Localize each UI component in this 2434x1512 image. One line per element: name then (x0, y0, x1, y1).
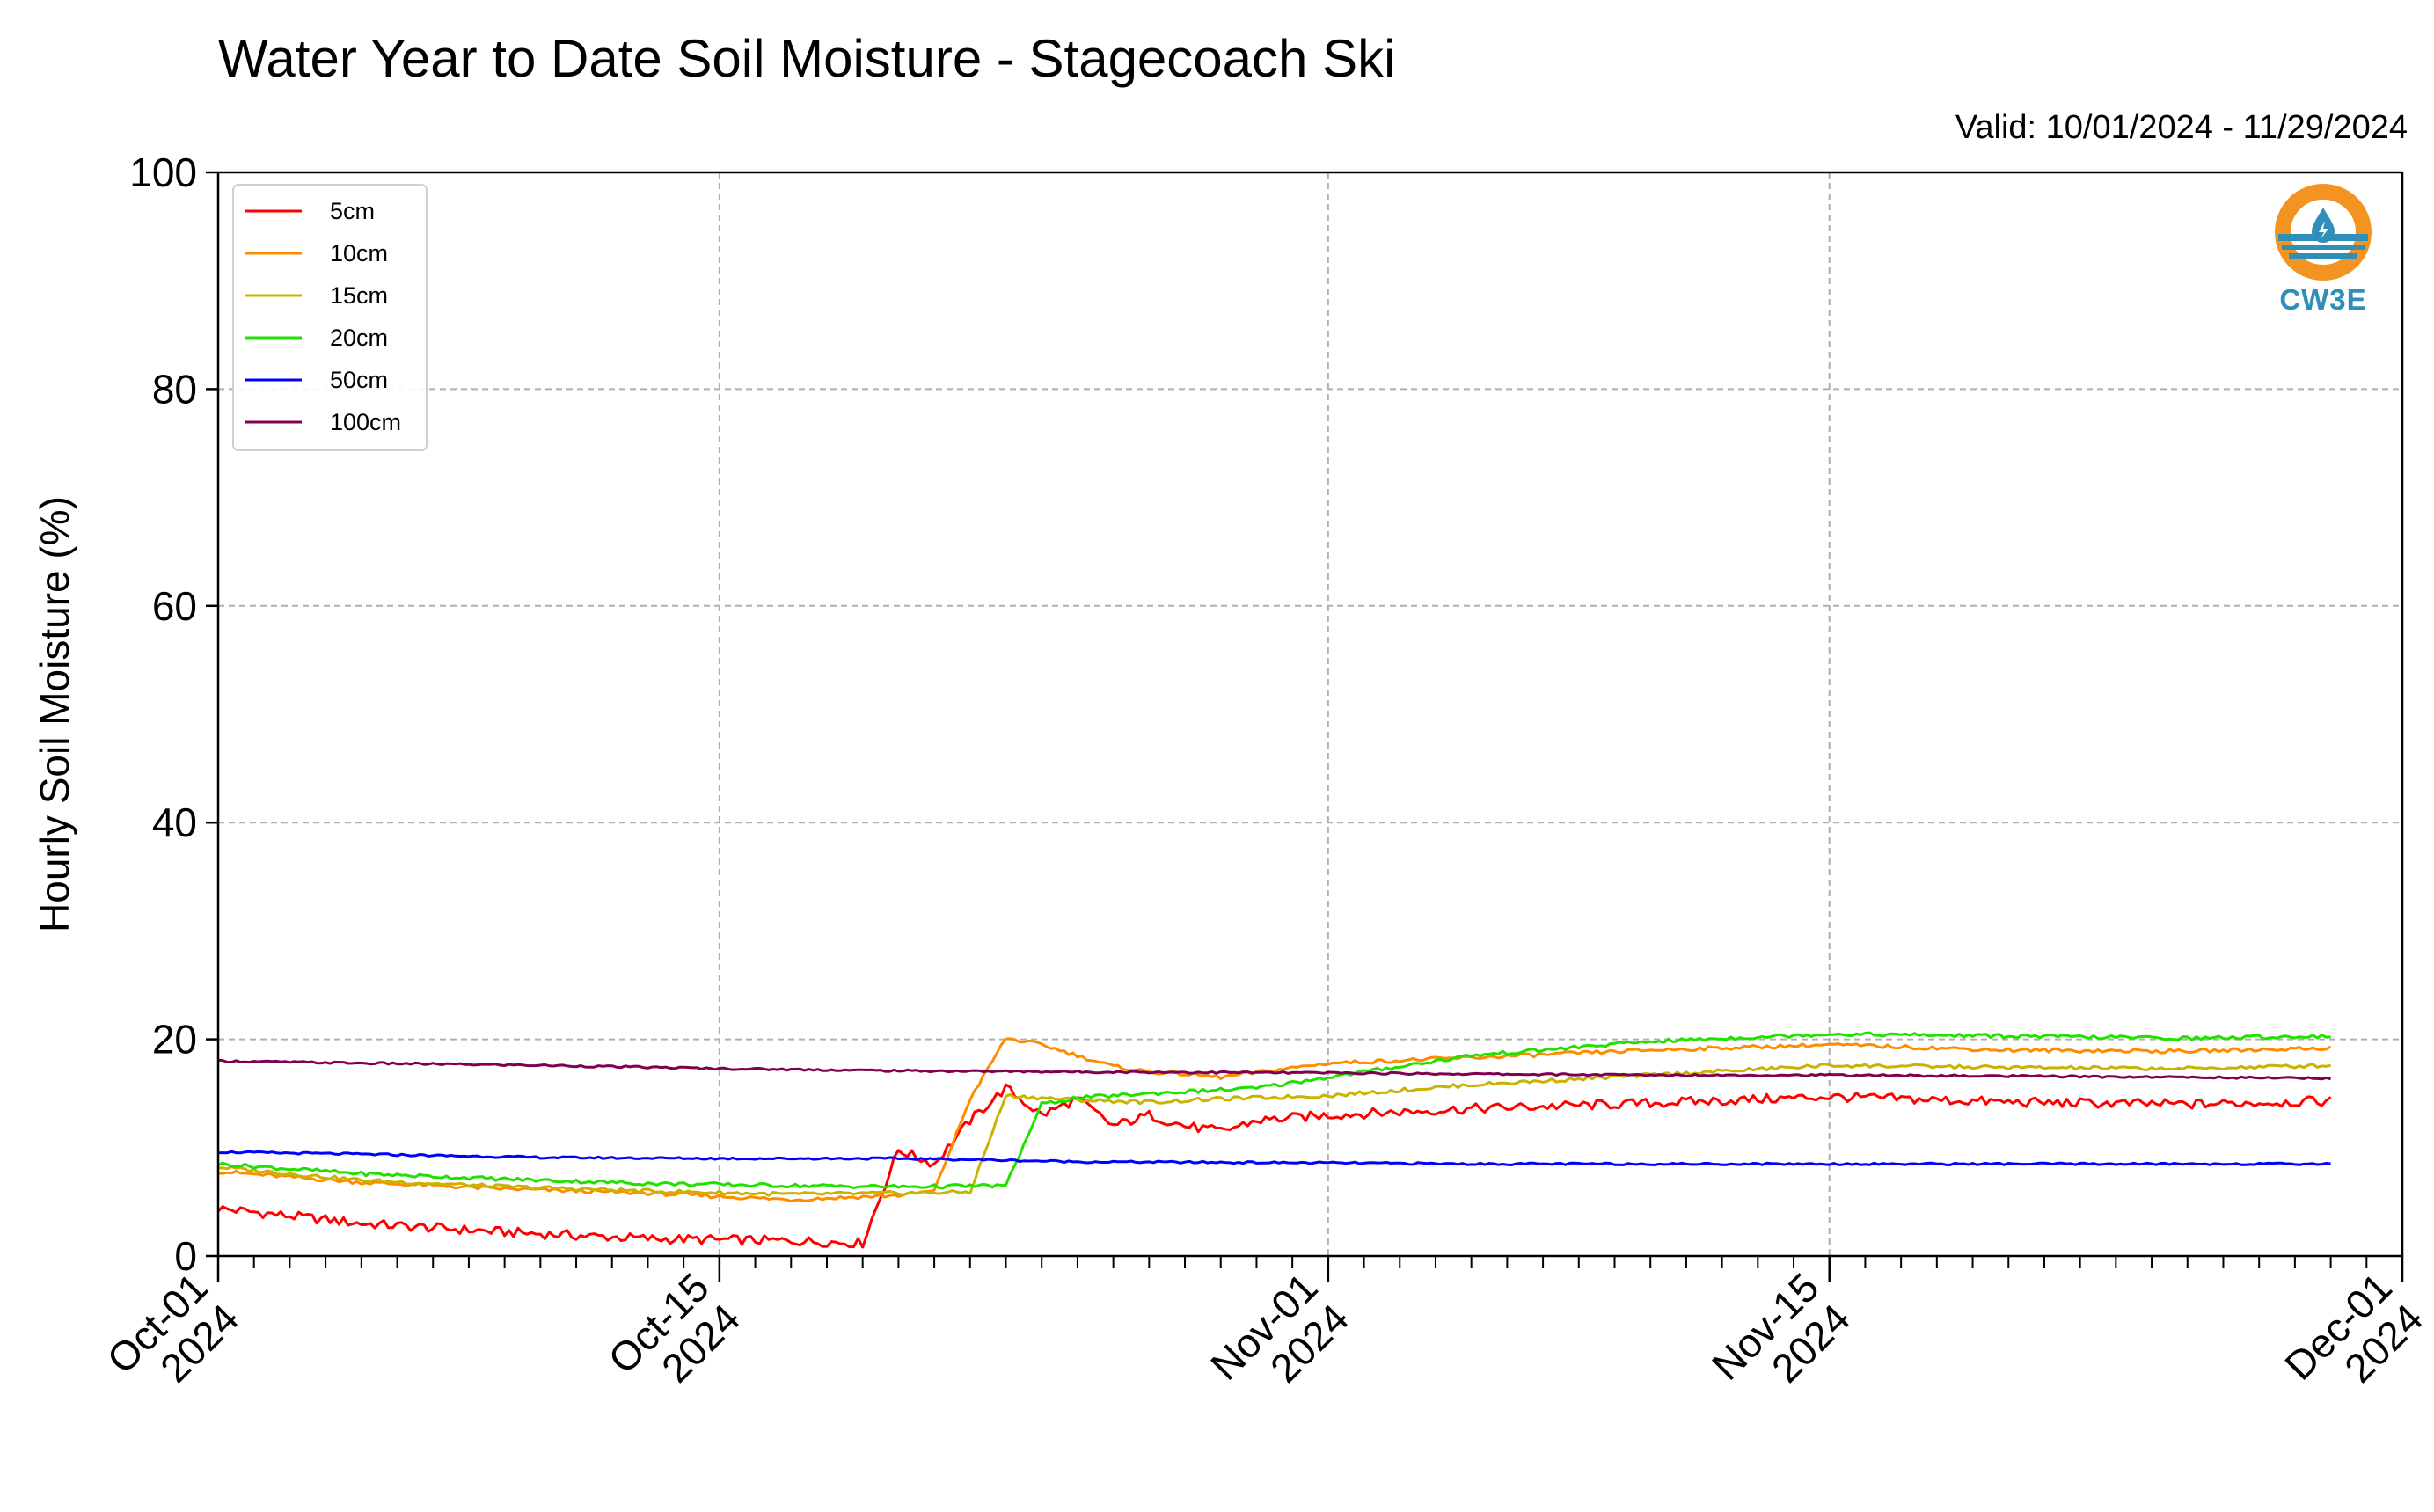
y-tick-label: 0 (174, 1233, 197, 1279)
chart-title: Water Year to Date Soil Moisture - Stage… (218, 29, 1396, 88)
series-line-5cm (216, 1083, 2332, 1249)
cw3e-logo: CW3E (2266, 181, 2380, 322)
y-tick-label: 100 (129, 150, 197, 195)
legend-frame (232, 184, 428, 451)
y-tick-label: 60 (152, 583, 197, 629)
y-axis-label: Hourly Soil Moisture (%) (32, 496, 77, 932)
plot-frame (216, 171, 2404, 1258)
y-tick-label: 20 (152, 1017, 197, 1063)
grid-lines (217, 172, 2403, 1257)
cw3e-emblem-icon (2275, 184, 2372, 281)
y-tick-label: 40 (152, 800, 197, 845)
legend-label: 50cm (330, 367, 388, 393)
legend: 5cm 10cm 15cm 20cm 50cm 100cm (232, 184, 428, 451)
cw3e-logo-text: CW3E (2279, 283, 2367, 316)
series-line-100cm (217, 1058, 2331, 1081)
series-line-50cm (217, 1150, 2331, 1166)
y-tick-label: 80 (152, 366, 197, 412)
valid-date-range: Valid: 10/01/2024 - 11/29/2024 (1955, 109, 2408, 146)
series-line-20cm (217, 1031, 2331, 1190)
series-line-10cm (217, 1037, 2332, 1203)
series-line-15cm (217, 1063, 2331, 1197)
legend-label: 20cm (330, 325, 388, 351)
series-lines (216, 1031, 2332, 1249)
legend-label: 5cm (330, 198, 375, 224)
legend-label: 100cm (330, 409, 401, 435)
legend-label: 15cm (330, 282, 388, 309)
legend-label: 10cm (330, 240, 388, 267)
